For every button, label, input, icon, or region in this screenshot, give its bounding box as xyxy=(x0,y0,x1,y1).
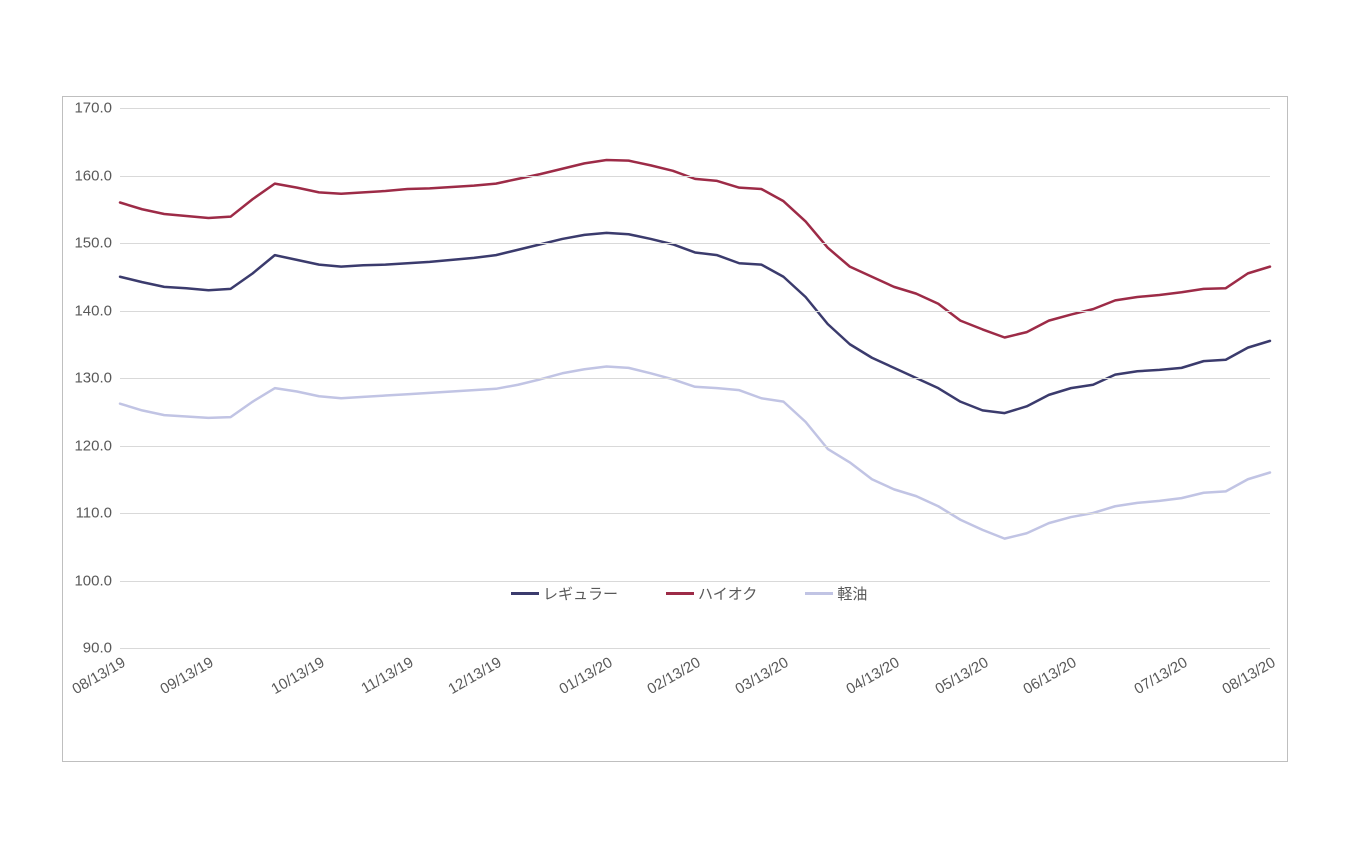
plot-area: レギュラーハイオク軽油 90.0100.0110.0120.0130.0140.… xyxy=(120,108,1270,648)
legend-swatch xyxy=(805,592,833,595)
gridline xyxy=(120,446,1270,447)
legend-label: ハイオク xyxy=(698,583,757,604)
legend-label: 軽油 xyxy=(837,583,867,604)
y-tick-label: 110.0 xyxy=(76,505,120,522)
y-tick-label: 130.0 xyxy=(74,370,120,387)
y-tick-label: 170.0 xyxy=(74,100,120,117)
legend: レギュラー ハイオク 軽油 xyxy=(511,583,867,604)
gridline xyxy=(120,513,1270,514)
legend-label: レギュラー xyxy=(543,583,618,604)
y-tick-label: 160.0 xyxy=(74,167,120,184)
chart-container: レギュラー ハイオク 軽油 90.0 100.0 110.0 120.0 130.0 140.… xyxy=(62,96,1288,762)
legend-item: レギュラー xyxy=(511,583,618,604)
legend-swatch xyxy=(666,592,694,595)
y-tick-label: 120.0 xyxy=(74,437,120,454)
gridline xyxy=(120,311,1270,312)
gridline xyxy=(120,108,1270,109)
gridline xyxy=(120,378,1270,379)
y-tick-label: 140.0 xyxy=(74,302,120,319)
y-tick-label: 150.0 xyxy=(74,235,120,252)
gridline xyxy=(120,176,1270,177)
y-tick-label: 100.0 xyxy=(74,572,120,589)
gridline xyxy=(120,648,1270,649)
gridline xyxy=(120,243,1270,244)
legend-swatch xyxy=(511,592,539,595)
legend-item: ハイオク xyxy=(666,583,757,604)
y-tick-label: 90.0 xyxy=(83,640,120,657)
legend-item: 軽油 xyxy=(805,583,867,604)
gridline xyxy=(120,581,1270,582)
